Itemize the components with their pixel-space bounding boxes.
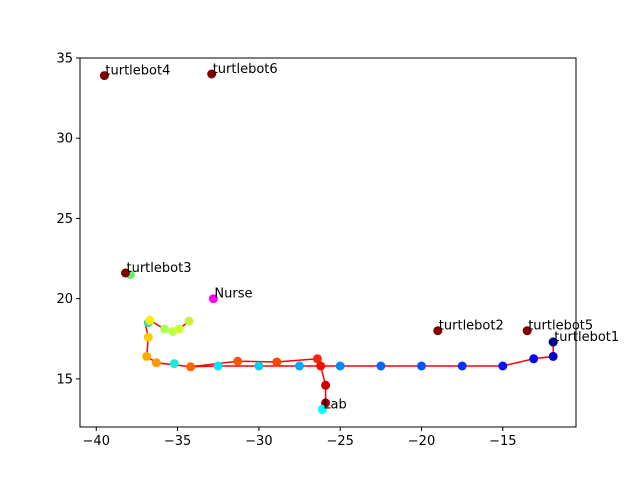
plot-frame xyxy=(79,57,577,428)
path-marker xyxy=(316,361,326,371)
path-marker xyxy=(145,315,155,325)
path-markers xyxy=(125,270,558,408)
x-tick-label: −15 xyxy=(489,434,516,449)
path-marker xyxy=(143,332,153,342)
path-marker xyxy=(295,361,304,371)
x-tick-label: −35 xyxy=(164,434,191,449)
y-tick-label: 30 xyxy=(56,132,73,147)
point-label: Nurse xyxy=(214,287,252,302)
y-tick-label: 20 xyxy=(56,292,73,307)
path-marker xyxy=(312,354,322,364)
path-marker xyxy=(142,351,152,361)
path-marker xyxy=(186,362,196,372)
labeled-point-marker xyxy=(121,268,130,278)
path-marker xyxy=(169,359,179,369)
path-marker xyxy=(417,361,426,371)
path-marker xyxy=(498,361,508,371)
y-tick-label: 15 xyxy=(56,372,73,387)
point-label: turtlebot1 xyxy=(554,330,619,345)
y-axis: 15 20 25 30 35 xyxy=(56,52,80,387)
x-tick-label: −40 xyxy=(83,434,110,449)
x-axis: −40 −35 −30 −25 −20 −15 xyxy=(83,427,517,449)
x-tick-label: −30 xyxy=(245,434,272,449)
path-marker xyxy=(335,361,345,371)
x-tick-label: −20 xyxy=(408,434,435,449)
labeled-point-marker xyxy=(208,294,218,304)
labeled-point-marker xyxy=(99,71,109,81)
path-marker xyxy=(272,357,282,367)
labeled-point-marker xyxy=(548,337,558,347)
point-label: Lab xyxy=(323,397,346,412)
point-label: turtlebot4 xyxy=(105,64,170,79)
labeled-point-marker xyxy=(207,69,217,79)
x-tick-label: −25 xyxy=(326,434,353,449)
path-marker xyxy=(151,358,161,368)
point-label: turtlebot3 xyxy=(127,261,192,276)
labeled-point-marker xyxy=(317,404,327,414)
path-marker xyxy=(233,356,243,366)
path-marker xyxy=(548,351,558,361)
path-marker xyxy=(321,380,331,390)
path-marker xyxy=(160,324,170,334)
plot-area xyxy=(80,58,576,427)
path-marker xyxy=(174,324,184,334)
path-marker xyxy=(376,361,386,371)
path-marker xyxy=(254,361,264,371)
y-tick-label: 25 xyxy=(56,212,73,227)
labeled-points: turtlebot4 turtlebot6 turtlebot3 Nurse turtl… xyxy=(99,62,619,414)
labeled-point-marker xyxy=(433,326,443,336)
labeled-point-marker xyxy=(522,326,532,336)
point-label: turtlebot2 xyxy=(439,319,504,334)
path-marker xyxy=(213,361,223,371)
path-marker xyxy=(529,354,539,364)
path-marker xyxy=(457,361,467,371)
point-label: turtlebot5 xyxy=(528,319,593,334)
path-marker xyxy=(184,316,194,326)
point-label: turtlebot6 xyxy=(213,62,278,77)
y-tick-label: 35 xyxy=(56,52,73,67)
